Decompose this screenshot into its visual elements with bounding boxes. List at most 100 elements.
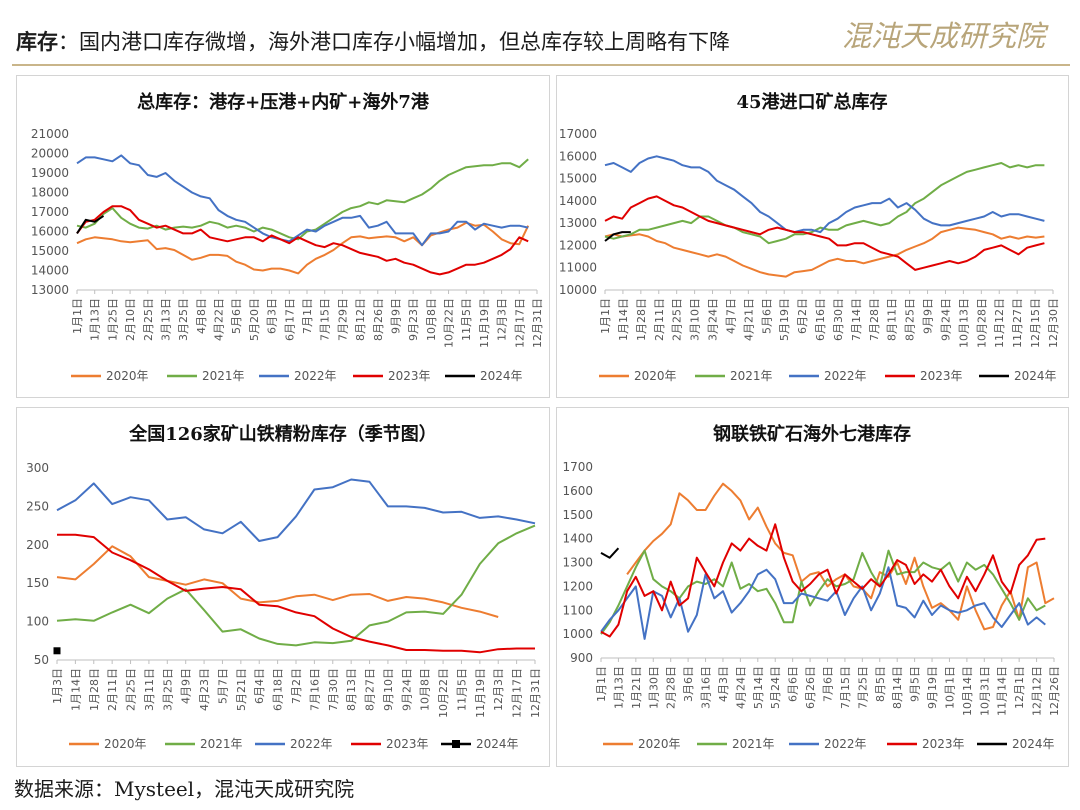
x-tick-label: 8月26日 [372, 298, 385, 341]
chart-126-mines-inventory: 全国126家矿山铁精粉库存（季节图） 50 100 150 200 250 300 1月3日 1… [26, 423, 542, 751]
x-tick-label: 4月21日 [742, 298, 755, 341]
y-tick-label: 50 [34, 653, 49, 667]
x-tick-label: 7月1日 [301, 298, 314, 334]
page-title: 库存：国内港口库存微增，海外港口库存小幅增加，但总库存较上周略有下降 [16, 26, 730, 56]
y-tick-label: 20000 [31, 147, 69, 161]
legend-label: 2022年 [290, 737, 333, 751]
x-tick-label: 2月10日 [124, 298, 137, 341]
x-tick-label: 6月3日 [266, 298, 279, 334]
x-tick-label: 5月7日 [216, 668, 229, 704]
legend-label: 2024年 [1012, 737, 1055, 751]
x-tick-label: 3月11日 [143, 668, 156, 711]
x-tick-label: 8月11日 [886, 298, 899, 341]
x-tick-label: 6月26日 [804, 666, 817, 709]
y-tick-label: 300 [26, 461, 49, 475]
y-tick-label: 1700 [562, 460, 593, 474]
x-tick-label: 8月25日 [904, 298, 917, 341]
y-tick-label: 21000 [31, 127, 69, 141]
x-tick-label: 7月15日 [839, 666, 852, 709]
y-tick-label: 1500 [562, 508, 593, 522]
x-tick-label: 5月6日 [230, 298, 243, 334]
x-tick-label: 4月24日 [734, 666, 747, 709]
x-tick-label: 11月5日 [460, 298, 473, 341]
series-line-2024年 [76, 215, 105, 234]
x-tick-label: 11月14日 [996, 666, 1009, 716]
y-tick-label: 250 [26, 499, 49, 513]
x-tick-label: 12月3日 [496, 298, 509, 341]
x-tick-label: 9月24日 [400, 668, 413, 711]
page-header: 库存：国内港口库存微增，海外港口库存小幅增加，但总库存较上周略有下降 混沌天成研… [0, 0, 1080, 70]
y-tick-label: 1200 [562, 579, 593, 593]
x-tick-label: 4月23日 [198, 668, 211, 711]
y-tick-label: 15000 [559, 172, 597, 186]
x-tick-label: 9月5日 [909, 666, 922, 702]
x-tick-label: 5月21日 [235, 668, 248, 711]
x-tick-label: 3月25日 [177, 298, 190, 341]
legend-label: 2021年 [732, 737, 775, 751]
x-tick-label: 7月29日 [336, 298, 349, 341]
y-tick-label: 200 [26, 538, 49, 552]
x-tick-label: 1月13日 [89, 298, 102, 341]
x-tick-label: 1月28日 [88, 668, 101, 711]
x-tick-label: 2月11日 [106, 668, 119, 711]
x-tick-label: 6月16日 [814, 298, 827, 341]
x-tick-label: 1月14日 [69, 668, 82, 711]
x-tick-label: 12月12日 [1031, 666, 1044, 716]
x-tick-label: 8月13日 [345, 668, 358, 711]
x-tick-label: 2月25日 [671, 298, 684, 341]
x-tick-label: 12月1日 [1013, 666, 1026, 709]
x-tick-label: 3月25日 [161, 668, 174, 711]
legend-label: 2021年 [202, 369, 245, 383]
x-tick-label: 11月19日 [474, 668, 487, 718]
y-tick-label: 18000 [31, 186, 69, 200]
x-tick-label: 10月8日 [419, 668, 432, 711]
x-tick-label: 10月14日 [961, 666, 974, 716]
series-line-2022年 [56, 478, 536, 542]
series-line-2022年 [604, 155, 1045, 234]
x-tick-label: 11月12日 [993, 298, 1006, 348]
chart-title: 全国126家矿山铁精粉库存（季节图） [128, 423, 437, 445]
x-tick-label: 4月22日 [213, 298, 226, 341]
x-tick-label: 9月24日 [939, 298, 952, 341]
x-tick-label: 7月25日 [856, 666, 869, 709]
source-note: 数据来源：Mysteel，混沌天成研究院 [14, 777, 355, 801]
x-tick-label: 1月25日 [106, 298, 119, 341]
legend-label: 2022年 [824, 737, 867, 751]
x-tick-label: 12月31日 [531, 298, 544, 348]
series-line-2023年 [76, 205, 529, 276]
x-tick-label: 10月1日 [943, 666, 956, 709]
x-tick-label: 8月27日 [364, 668, 377, 711]
y-tick-label: 100 [26, 615, 49, 629]
legend-label: 2024年 [476, 737, 519, 751]
x-tick-label: 7月16日 [308, 668, 321, 711]
x-tick-label: 7月6日 [822, 666, 835, 702]
x-tick-label: 11月27日 [1011, 298, 1024, 348]
x-tick-label: 5月14日 [752, 666, 765, 709]
chart-panel-total-inventory: 总库存：港存+压港+内矿+海外7港 13000 14000 15000 16000 170… [16, 75, 550, 398]
title-text: ：国内港口库存微增，海外港口库存小幅增加，但总库存较上周略有下降 [58, 30, 730, 54]
y-tick-label: 16000 [559, 149, 597, 163]
y-tick-label: 17000 [31, 205, 69, 219]
x-tick-label: 8月5日 [874, 666, 887, 702]
series-line-2022年 [76, 154, 529, 247]
chart-overseas-7-ports: 钢联铁矿石海外七港库存 900 1000 1100 1200 1300 1400 1500 16… [562, 423, 1061, 751]
x-tick-label: 2月11日 [653, 298, 666, 341]
legend-label: 2023年 [388, 369, 431, 383]
y-tick-label: 13000 [31, 283, 69, 297]
y-tick-label: 16000 [31, 225, 69, 239]
series-line-2022年 [600, 566, 1046, 640]
legend-label: 2022年 [294, 369, 337, 383]
chart-title: 总库存：港存+压港+内矿+海外7港 [137, 91, 430, 113]
x-tick-label: 12月17日 [513, 298, 526, 348]
series-line-2023年 [57, 533, 535, 654]
x-tick-label: 2月25日 [125, 668, 138, 711]
x-tick-label: 10月22日 [443, 298, 456, 348]
x-tick-label: 11月5日 [455, 668, 468, 711]
x-tick-label: 7月28日 [868, 298, 881, 341]
logo-text: 混沌天成研究院 [842, 19, 1049, 53]
y-tick-label: 1000 [562, 627, 593, 641]
legend-label: 2021年 [730, 369, 773, 383]
series-line-2021年 [56, 524, 536, 647]
x-tick-label: 5月6日 [760, 298, 773, 334]
x-tick-label: 12月31日 [529, 668, 542, 718]
